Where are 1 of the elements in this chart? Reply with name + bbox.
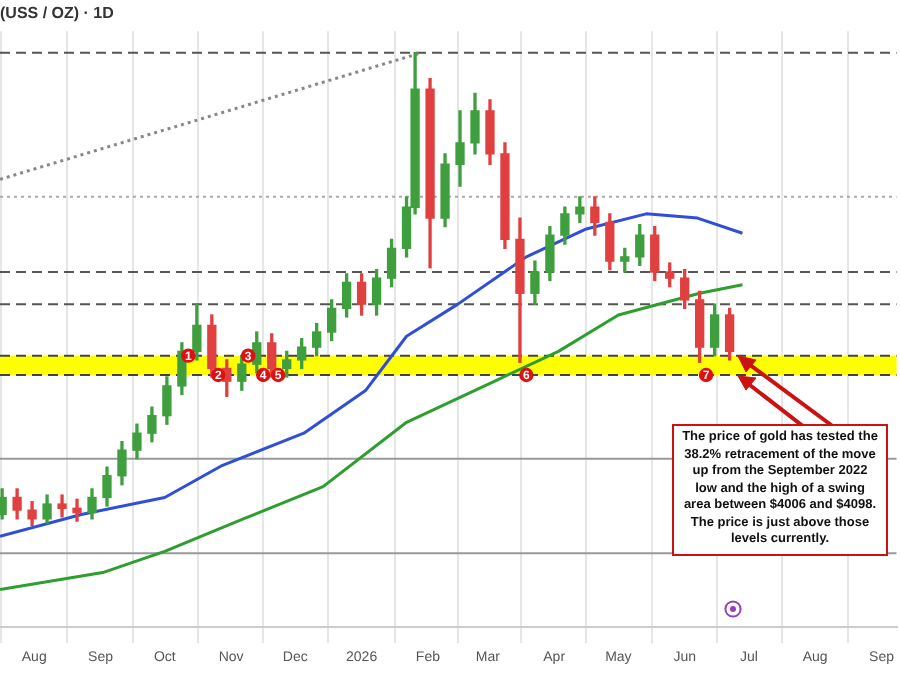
chart-title: (USS / OZ) · 1D xyxy=(0,4,115,23)
